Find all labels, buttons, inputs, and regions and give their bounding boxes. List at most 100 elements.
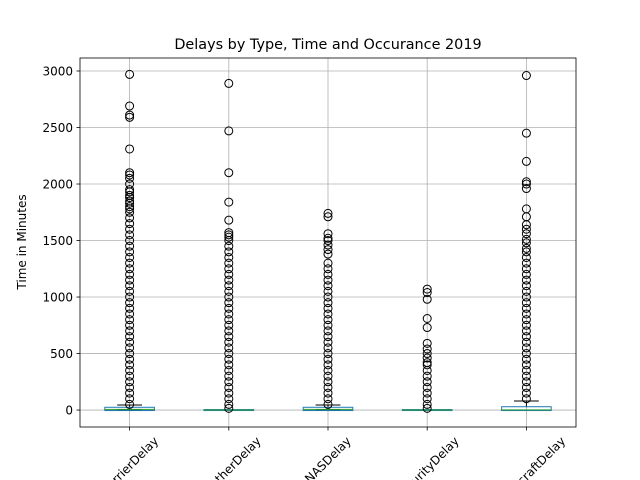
outlier (125, 349, 135, 359)
outlier (521, 156, 531, 166)
outlier (323, 281, 333, 291)
outlier (125, 320, 135, 330)
outlier (125, 219, 135, 229)
outlier (224, 403, 234, 413)
outlier (422, 314, 432, 324)
outlier (224, 382, 234, 392)
outlier (323, 371, 333, 381)
outlier (224, 377, 234, 387)
outlier (323, 269, 333, 279)
outlier (323, 354, 333, 364)
outlier (125, 275, 135, 285)
outlier (521, 252, 531, 262)
outlier (323, 360, 333, 370)
outlier (224, 281, 234, 291)
outlier (224, 371, 234, 381)
y-axis-label: Time in Minutes (15, 194, 29, 290)
outlier (125, 69, 135, 79)
outlier (422, 323, 432, 333)
outlier (521, 179, 531, 189)
outlier (422, 388, 432, 398)
outlier (125, 179, 135, 189)
outlier (224, 264, 234, 274)
outlier (323, 309, 333, 319)
outlier (125, 190, 135, 200)
outlier (125, 292, 135, 302)
outlier (224, 215, 234, 225)
outlier (323, 399, 333, 409)
outlier (323, 258, 333, 268)
outlier (323, 249, 333, 259)
outlier (224, 197, 234, 207)
outlier (224, 228, 234, 238)
outlier (323, 382, 333, 392)
outlier (125, 264, 135, 274)
outlier (422, 403, 432, 413)
outlier (125, 196, 135, 206)
outlier (125, 101, 135, 111)
outlier (521, 349, 531, 359)
outlier (224, 303, 234, 313)
outlier (521, 298, 531, 308)
outlier (521, 377, 531, 387)
outlier (125, 309, 135, 319)
outlier (125, 170, 135, 180)
outlier (323, 208, 333, 218)
outlier (125, 286, 135, 296)
outlier (323, 377, 333, 387)
outlier (521, 309, 531, 319)
outlier (125, 382, 135, 392)
outlier (422, 371, 432, 381)
outlier (521, 320, 531, 330)
outlier (125, 281, 135, 291)
outlier (521, 303, 531, 313)
outlier (125, 371, 135, 381)
outlier (323, 233, 333, 243)
outlier (125, 394, 135, 404)
outlier (125, 112, 135, 122)
y-tick-label: 500 (50, 347, 73, 361)
outlier (125, 258, 135, 268)
outlier (224, 230, 234, 240)
outlier (521, 360, 531, 370)
outlier (125, 388, 135, 398)
outlier (323, 394, 333, 404)
outlier (521, 394, 531, 404)
outlier (224, 388, 234, 398)
y-tick-label: 2000 (42, 178, 73, 192)
outlier (224, 332, 234, 342)
outlier (521, 264, 531, 274)
outlier (125, 236, 135, 246)
outlier (224, 394, 234, 404)
outlier (224, 252, 234, 262)
outlier (323, 349, 333, 359)
outlier (224, 241, 234, 251)
outlier (521, 229, 531, 239)
outlier (224, 298, 234, 308)
outlier (125, 269, 135, 279)
outlier (125, 315, 135, 325)
outlier (521, 365, 531, 375)
outlier (125, 360, 135, 370)
outlier (323, 337, 333, 347)
outlier (521, 382, 531, 392)
outlier (422, 394, 432, 404)
outlier (521, 224, 531, 234)
outlier (125, 399, 135, 409)
outlier (125, 213, 135, 223)
outlier (422, 399, 432, 409)
chart-title: Delays by Type, Time and Occurance 2019 (174, 37, 481, 53)
outlier (224, 320, 234, 330)
outlier (521, 71, 531, 81)
outlier (125, 144, 135, 154)
outlier (224, 286, 234, 296)
outlier (224, 360, 234, 370)
outlier (521, 371, 531, 381)
outlier (125, 207, 135, 217)
outlier (125, 337, 135, 347)
y-tick-label: 1000 (42, 291, 73, 305)
outlier (521, 343, 531, 353)
outlier (323, 275, 333, 285)
outlier (125, 354, 135, 364)
